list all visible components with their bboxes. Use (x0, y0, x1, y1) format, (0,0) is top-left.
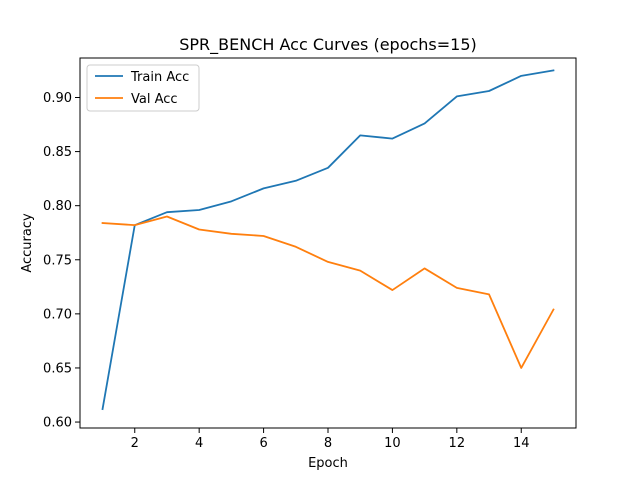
legend-label-val-acc: Val Acc (131, 92, 178, 107)
x-tick-label: 6 (259, 436, 267, 451)
x-tick-label: 12 (449, 436, 466, 451)
x-axis-label: Epoch (308, 456, 348, 471)
y-tick-label: 0.90 (43, 91, 72, 106)
x-tick-label: 2 (131, 436, 139, 451)
chart-title: SPR_BENCH Acc Curves (epochs=15) (179, 35, 477, 55)
y-axis: 0.60 0.65 0.70 0.75 0.80 0.85 0.90 (43, 91, 80, 431)
y-tick-label: 0.75 (43, 253, 72, 268)
y-tick-label: 0.65 (43, 361, 72, 376)
y-tick-label: 0.80 (43, 199, 72, 214)
series-layer (101, 69, 555, 411)
x-tick-label: 8 (324, 436, 332, 451)
y-tick-label: 0.60 (43, 416, 72, 431)
x-tick-label: 14 (513, 436, 530, 451)
y-axis-label: Accuracy (20, 213, 35, 273)
y-tick-label: 0.70 (43, 307, 72, 322)
x-tick-label: 4 (195, 436, 203, 451)
legend-label-train-acc: Train Acc (130, 70, 189, 85)
legend: Train Acc Val Acc (86, 64, 200, 112)
x-axis: 2 4 6 8 10 12 14 (131, 428, 530, 451)
y-tick-label: 0.85 (43, 145, 72, 160)
plot-area (80, 58, 576, 428)
x-tick-label: 10 (384, 436, 401, 451)
